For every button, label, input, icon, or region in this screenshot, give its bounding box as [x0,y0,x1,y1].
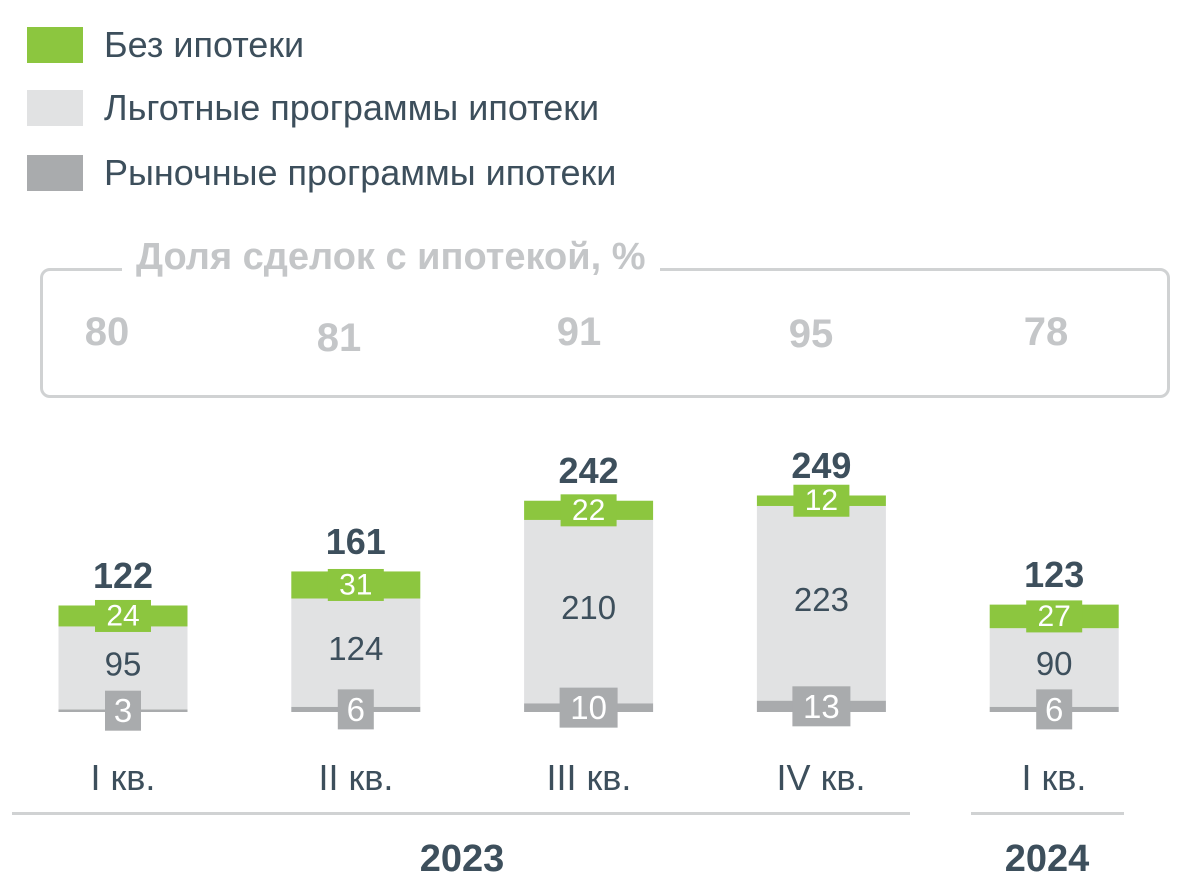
no-mortgage-value-label: 31 [339,568,372,601]
mortgage-share-value: 81 [316,316,362,360]
preferential-value-label: 124 [328,630,383,667]
legend-item-preferential-mortgage: Льготные программы ипотеки [27,87,600,128]
market-badge [337,689,374,730]
legend-swatch [27,155,83,191]
year-label-2024: 2024 [1004,838,1090,880]
total-value-label: 161 [326,521,386,562]
legend-item-no-mortgage: Без ипотеки [27,24,305,65]
legend-swatch [27,90,83,126]
market-value-label: 6 [1045,691,1063,728]
bar-segment-preferential [756,505,886,701]
market-value-label: 6 [347,691,365,728]
no-mortgage-value-label: 24 [106,599,139,632]
legend-label: Льготные программы ипотеки [104,87,600,128]
legend-item-market-mortgage: Рыночные программы ипотеки [27,152,617,193]
category-label: III кв. [546,757,632,798]
legend-label: Без ипотеки [104,24,305,65]
market-value-label: 10 [570,689,607,726]
no-mortgage-badge [95,599,151,632]
market-value-label: 3 [114,692,132,729]
mortgage-share-value: 78 [1023,310,1069,354]
total-value-label: 249 [791,445,851,486]
category-label: II кв. [318,757,394,798]
no-mortgage-value-label: 12 [805,484,838,517]
preferential-value-label: 223 [794,581,849,618]
total-value-label: 123 [1024,554,1084,595]
no-mortgage-badge [793,484,850,517]
legend-swatch [27,27,83,63]
market-badge [792,686,851,727]
mortgage-share-title: Доля сделок с ипотекой, % [122,236,660,279]
category-label: I кв. [90,757,156,798]
preferential-value-label: 95 [105,645,142,682]
no-mortgage-value-label: 27 [1038,600,1071,633]
year-label-2023: 2023 [419,838,505,880]
year-divider-2023 [12,812,910,815]
category-label: I кв. [1021,757,1087,798]
legend-label: Рыночные программы ипотеки [104,152,617,193]
mortgage-share-value: 95 [788,312,834,356]
market-badge [1036,689,1073,730]
no-mortgage-badge [327,568,384,601]
no-mortgage-badge [560,494,617,527]
preferential-value-label: 210 [561,589,616,626]
year-divider-2024 [971,812,1124,815]
preferential-value-label: 90 [1036,645,1073,682]
mortgage-share-value: 80 [84,310,130,354]
bar-segment-preferential [291,598,421,707]
bar-segment-preferential [524,519,654,704]
no-mortgage-value-label: 22 [572,494,605,527]
total-value-label: 242 [559,450,619,491]
market-value-label: 13 [803,688,840,725]
category-label: IV кв. [776,757,866,798]
market-badge [105,690,141,731]
mortgage-share-value: 91 [556,310,602,354]
market-badge [559,687,618,728]
total-value-label: 122 [93,555,153,596]
no-mortgage-badge [1026,600,1083,633]
